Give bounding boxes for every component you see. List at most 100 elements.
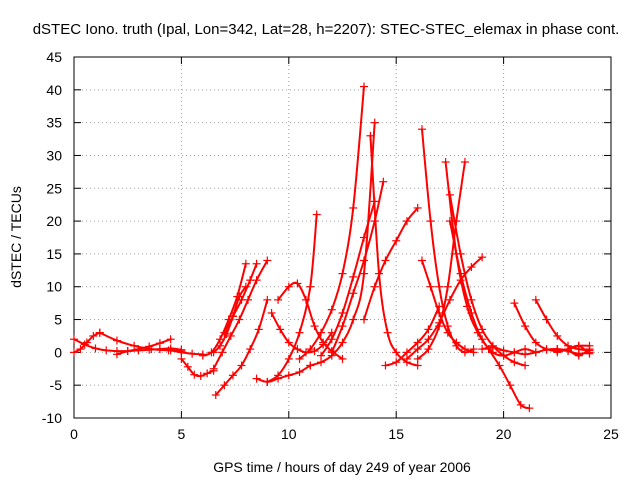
data-point: [295, 354, 304, 363]
data-point: [359, 256, 368, 265]
data-point: [284, 354, 293, 363]
data-point: [145, 342, 154, 351]
y-tick-label: -10: [42, 410, 62, 426]
series-24: [417, 256, 478, 357]
data-point: [327, 348, 336, 357]
data-point: [218, 348, 227, 357]
series-line: [363, 207, 419, 321]
series-9: [209, 256, 272, 373]
data-point: [510, 358, 519, 367]
data-point: [417, 125, 426, 134]
series-16: [295, 82, 368, 363]
data-point: [370, 282, 379, 291]
data-point: [460, 345, 469, 354]
series-29: [402, 253, 487, 363]
data-point: [246, 345, 255, 354]
data-point: [155, 345, 164, 354]
data-point: [574, 351, 583, 360]
series-20: [366, 131, 422, 370]
data-point: [338, 338, 347, 347]
data-point: [306, 345, 315, 354]
data-point: [413, 203, 422, 212]
data-point: [478, 335, 487, 344]
data-point: [76, 345, 85, 354]
x-tick-label: 0: [70, 426, 78, 442]
data-point: [506, 381, 515, 390]
data-point: [338, 354, 347, 363]
series-line: [369, 134, 419, 367]
data-point: [220, 328, 229, 337]
data-point: [284, 371, 293, 380]
data-point: [413, 354, 422, 363]
data-point: [295, 328, 304, 337]
series-21: [359, 203, 422, 324]
data-point: [392, 348, 401, 357]
data-point: [553, 348, 562, 357]
data-point: [349, 272, 358, 281]
data-point: [220, 381, 229, 390]
data-point: [70, 348, 78, 357]
chart-title: dSTEC Iono. truth (Ipal, Lon=342, Lat=28…: [33, 21, 620, 38]
x-axis-label: GPS time / hours of day 249 of year 2006: [213, 459, 471, 475]
data-point: [417, 256, 426, 265]
series-line: [405, 256, 484, 360]
series-line: [266, 213, 318, 383]
plot-frame: [73, 56, 612, 419]
data-point: [89, 331, 98, 340]
series-line: [534, 298, 591, 352]
data-point: [338, 308, 347, 317]
data-point: [402, 354, 411, 363]
data-point: [381, 256, 390, 265]
data-point: [203, 369, 212, 378]
data-point: [166, 346, 175, 355]
y-tick-label: 35: [46, 115, 62, 131]
series-line: [223, 262, 258, 334]
series-11: [220, 259, 261, 337]
data-point: [327, 305, 336, 314]
data-point: [392, 236, 401, 245]
data-point: [226, 331, 235, 340]
data-point: [445, 217, 454, 226]
data-point: [252, 259, 261, 268]
data-point: [574, 341, 583, 350]
data-point: [379, 177, 388, 186]
data-point: [91, 344, 100, 353]
data-point: [274, 295, 283, 304]
data-point: [295, 368, 304, 377]
y-tick-label: 10: [46, 279, 62, 295]
data-point: [469, 348, 478, 357]
data-point: [310, 322, 319, 331]
series-23: [417, 125, 478, 357]
y-tick-label: -5: [50, 377, 63, 393]
data-point: [130, 341, 139, 350]
series-line: [270, 312, 333, 354]
data-point: [349, 289, 358, 298]
data-point: [381, 361, 390, 370]
data-point: [467, 308, 476, 317]
data-point: [435, 318, 444, 327]
data-point: [301, 295, 310, 304]
series-22: [381, 302, 444, 370]
data-point: [510, 299, 519, 308]
data-point: [516, 400, 525, 409]
data-point: [112, 350, 121, 359]
data-point: [585, 349, 594, 358]
data-point: [263, 256, 272, 265]
data-point: [564, 345, 573, 354]
data-point: [359, 269, 368, 278]
data-point: [383, 328, 392, 337]
y-tick-label: 20: [46, 213, 62, 229]
series-26: [441, 158, 534, 413]
data-point: [209, 348, 218, 357]
y-tick-labels: -10 -5 0 5 10 15 20 25 30 35 40 45: [42, 49, 62, 426]
data-point: [478, 325, 487, 334]
data-point: [499, 346, 508, 355]
series-13: [263, 210, 321, 386]
data-point: [467, 295, 476, 304]
data-point: [254, 325, 263, 334]
data-point: [70, 335, 78, 344]
data-point: [521, 322, 530, 331]
grid: [74, 57, 611, 418]
data-point: [370, 118, 379, 127]
